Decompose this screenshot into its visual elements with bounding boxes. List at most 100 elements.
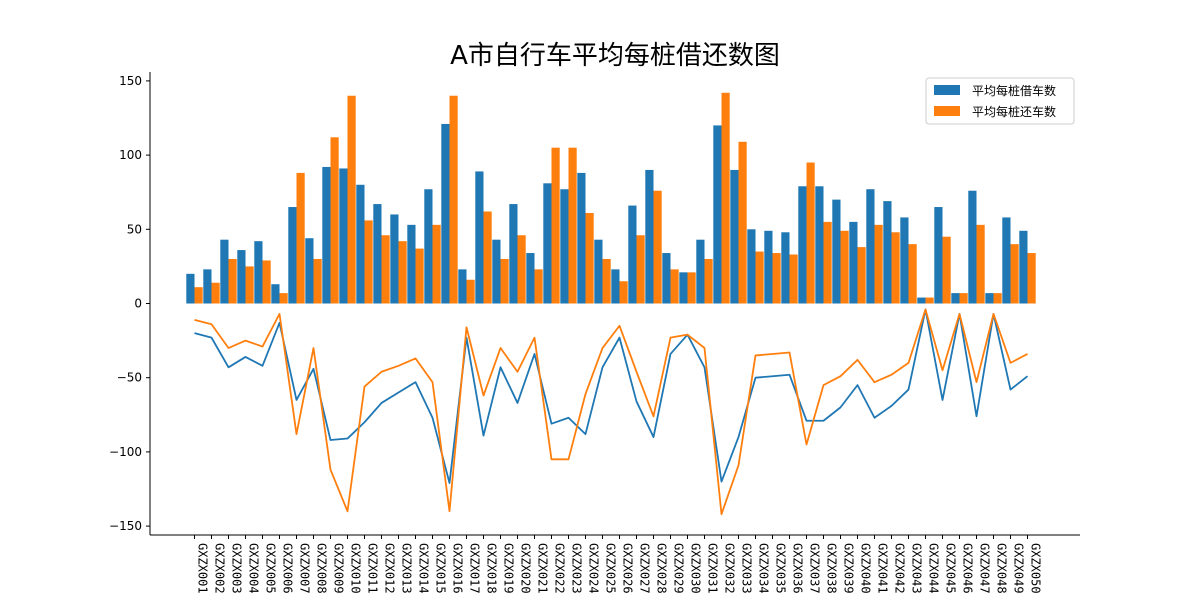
bar-borrow-GXZX041: [866, 189, 875, 304]
bar-return-GXZX040: [857, 247, 866, 304]
bar-return-GXZX021: [534, 269, 543, 304]
x-tick-label-GXZX034: GXZX034: [757, 543, 771, 594]
bar-borrow-GXZX031: [696, 239, 705, 304]
bar-return-GXZX034: [755, 251, 764, 304]
x-tick-label-GXZX030: GXZX030: [689, 543, 703, 594]
bar-borrow-GXZX047: [968, 190, 977, 304]
x-tick-label-GXZX011: GXZX011: [366, 543, 380, 594]
bar-borrow-GXZX040: [849, 221, 858, 304]
bar-borrow-GXZX014: [407, 224, 416, 304]
bar-return-GXZX022: [551, 147, 560, 304]
bar-return-GXZX030: [687, 272, 696, 304]
bar-borrow-GXZX026: [611, 269, 620, 304]
bar-return-GXZX023: [568, 147, 577, 304]
bar-return-GXZX044: [925, 297, 934, 304]
bar-return-GXZX038: [823, 221, 832, 304]
x-tick-label-GXZX045: GXZX045: [944, 543, 958, 594]
bar-borrow-GXZX039: [832, 199, 841, 304]
bar-borrow-GXZX003: [220, 239, 229, 304]
bar-return-GXZX007: [296, 172, 305, 304]
bar-borrow-GXZX037: [798, 186, 807, 304]
x-tick-label-GXZX047: GXZX047: [978, 543, 992, 594]
bar-borrow-GXZX035: [764, 230, 773, 304]
x-tick-label-GXZX035: GXZX035: [774, 543, 788, 594]
bar-return-GXZX039: [840, 230, 849, 304]
x-tick-label-GXZX012: GXZX012: [383, 543, 397, 594]
bar-return-GXZX049: [1010, 244, 1019, 304]
x-tick-label-GXZX008: GXZX008: [315, 543, 329, 594]
y-tick-label--150: −150: [109, 519, 142, 533]
bar-return-GXZX024: [585, 212, 594, 304]
plot-area: [186, 92, 1036, 516]
x-tick-label-GXZX038: GXZX038: [825, 543, 839, 594]
legend-swatch-return: [934, 106, 960, 116]
line-return-negative: [194, 308, 1028, 516]
x-tick-label-GXZX015: GXZX015: [434, 543, 448, 594]
x-tick-label-GXZX005: GXZX005: [264, 543, 278, 594]
y-tick-label-150: 150: [119, 74, 142, 88]
y-tick-label--100: −100: [109, 445, 142, 459]
x-tick-label-GXZX001: GXZX001: [196, 543, 210, 594]
x-tick-label-GXZX016: GXZX016: [451, 543, 465, 594]
bar-borrow-GXZX009: [322, 166, 331, 304]
x-tick-label-GXZX013: GXZX013: [400, 543, 414, 594]
bar-return-GXZX036: [789, 254, 798, 304]
bar-return-GXZX001: [194, 287, 203, 304]
bar-return-GXZX009: [330, 137, 339, 304]
bar-return-GXZX043: [908, 244, 917, 304]
x-tick-label-GXZX023: GXZX023: [570, 543, 584, 594]
x-tick-label-GXZX021: GXZX021: [536, 543, 550, 594]
bar-borrow-GXZX046: [951, 293, 960, 304]
bar-borrow-GXZX016: [441, 123, 450, 304]
bar-borrow-GXZX020: [509, 204, 518, 304]
bar-borrow-GXZX008: [305, 238, 314, 304]
bar-borrow-GXZX049: [1002, 217, 1011, 304]
legend-frame: [925, 77, 1075, 125]
bar-return-GXZX032: [721, 92, 730, 304]
y-tick-label-50: 50: [127, 222, 142, 236]
y-tick-label-100: 100: [119, 148, 142, 162]
bar-borrow-GXZX030: [679, 272, 688, 304]
bar-return-GXZX011: [364, 220, 373, 304]
bar-return-GXZX003: [228, 258, 237, 304]
x-tick-label-GXZX044: GXZX044: [927, 543, 941, 594]
bar-borrow-GXZX025: [594, 239, 603, 304]
bar-borrow-GXZX019: [492, 239, 501, 304]
x-tick-label-GXZX010: GXZX010: [349, 543, 363, 594]
bar-borrow-GXZX044: [917, 297, 926, 304]
bar-return-GXZX042: [891, 232, 900, 304]
bar-return-GXZX005: [262, 260, 271, 304]
x-tick-label-GXZX007: GXZX007: [298, 543, 312, 594]
x-tick-label-GXZX036: GXZX036: [791, 543, 805, 594]
bar-return-GXZX025: [602, 258, 611, 304]
bar-return-GXZX019: [500, 258, 509, 304]
bar-return-GXZX050: [1027, 253, 1036, 304]
bar-return-GXZX035: [772, 253, 781, 304]
bar-borrow-GXZX004: [237, 250, 246, 304]
chart-title: A市自行车平均每桩借还数图: [450, 41, 780, 71]
x-tick-label-GXZX006: GXZX006: [281, 543, 295, 594]
x-tick-label-GXZX022: GXZX022: [553, 543, 567, 594]
x-tick-label-GXZX009: GXZX009: [332, 543, 346, 594]
bar-borrow-GXZX013: [390, 214, 399, 304]
bar-borrow-GXZX015: [424, 189, 433, 304]
x-tick-label-GXZX020: GXZX020: [519, 543, 533, 594]
bar-return-GXZX008: [313, 258, 322, 304]
bar-borrow-GXZX027: [628, 205, 637, 304]
x-tick-label-GXZX031: GXZX031: [706, 543, 720, 594]
bar-return-GXZX012: [381, 235, 390, 304]
bar-return-GXZX047: [976, 224, 985, 304]
x-tick-label-GXZX040: GXZX040: [859, 543, 873, 594]
x-tick-label-GXZX002: GXZX002: [213, 543, 227, 594]
x-tick-label-GXZX025: GXZX025: [604, 543, 618, 594]
bar-borrow-GXZX029: [662, 253, 671, 304]
x-tick-label-GXZX019: GXZX019: [502, 543, 516, 594]
bar-return-GXZX028: [653, 190, 662, 304]
bar-return-GXZX010: [347, 95, 356, 304]
bar-return-GXZX027: [636, 235, 645, 304]
bar-return-GXZX013: [398, 241, 407, 304]
bar-borrow-GXZX002: [203, 269, 212, 304]
legend-label-return: 平均每桩还车数: [972, 104, 1056, 119]
